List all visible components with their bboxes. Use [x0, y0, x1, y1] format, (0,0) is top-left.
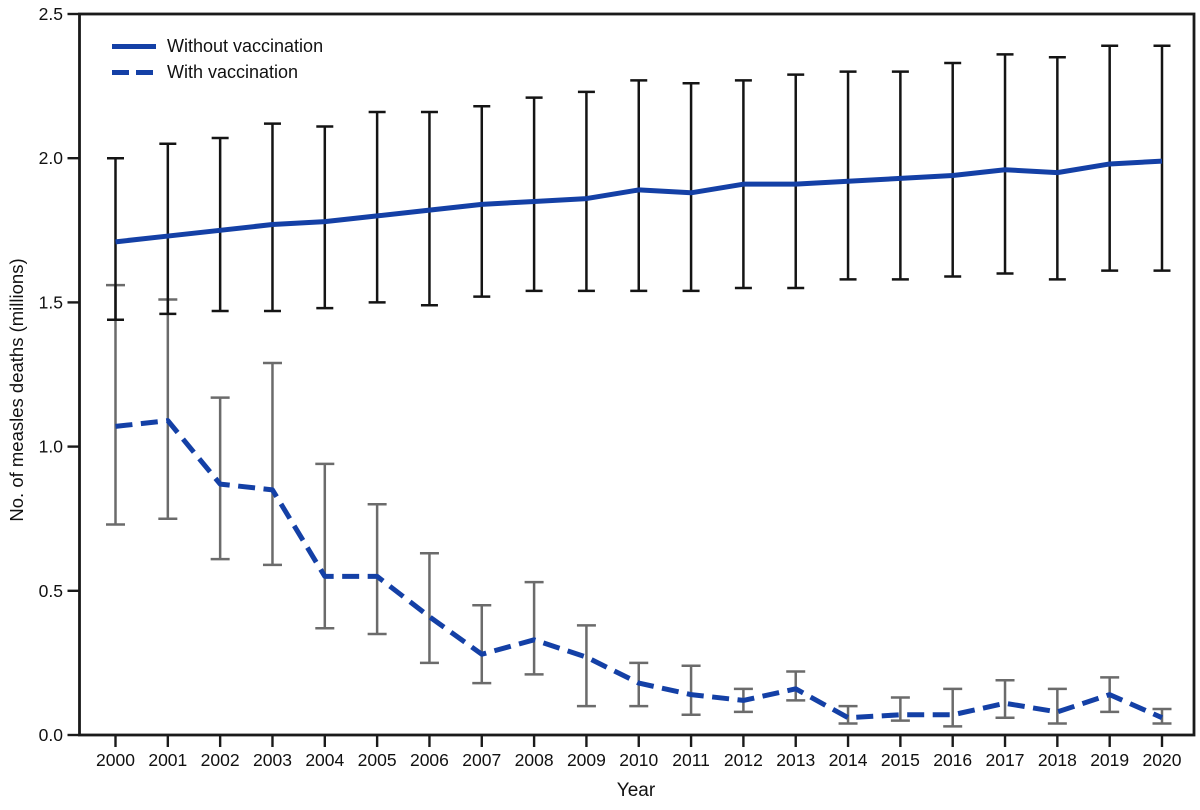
y-tick-label: 2.0 [39, 148, 64, 168]
x-tick-label: 2013 [776, 750, 815, 770]
y-tick-label: 0.0 [39, 725, 64, 745]
dashed-line-swatch [112, 69, 156, 75]
x-tick-label: 2016 [933, 750, 972, 770]
x-tick-label: 2005 [358, 750, 397, 770]
y-tick-label: 2.5 [39, 4, 63, 24]
legend-item-with-vaccination: With vaccination [112, 62, 323, 82]
y-tick-label: 0.5 [39, 581, 63, 601]
y-tick-label: 1.0 [39, 437, 64, 457]
x-tick-label: 2007 [462, 750, 501, 770]
x-axis-title: Year [616, 780, 656, 801]
with-vaccination-line [115, 418, 1164, 721]
y-tick-label: 1.5 [39, 292, 63, 312]
x-tick-label: 2015 [881, 750, 920, 770]
legend-item-without-vaccination: Without vaccination [112, 36, 323, 56]
x-tick-label: 2010 [619, 750, 658, 770]
x-tick-label: 2017 [986, 750, 1025, 770]
without-vaccination-line [115, 158, 1163, 245]
x-tick-label: 2000 [96, 750, 135, 770]
x-tick-label: 2009 [567, 750, 606, 770]
x-tick-label: 2014 [829, 750, 868, 770]
x-tick-label: 2011 [672, 750, 710, 770]
x-tick-label: 2004 [305, 750, 344, 770]
x-tick-label: 2008 [515, 750, 554, 770]
solid-line-swatch [112, 43, 156, 49]
legend: Without vaccination With vaccination [112, 36, 323, 82]
x-tick-label: 2018 [1038, 750, 1077, 770]
legend-label-without-vaccination: Without vaccination [167, 36, 324, 56]
legend-label-with-vaccination: With vaccination [167, 62, 299, 82]
plot-frame [78, 12, 1196, 737]
x-tick-label: 2003 [253, 750, 292, 770]
x-tick-label: 2020 [1143, 750, 1182, 770]
x-tick-label: 2002 [201, 750, 240, 770]
x-tick-label: 2001 [148, 750, 187, 770]
x-tick-label: 2006 [410, 750, 449, 770]
x-tick-label: 2019 [1090, 750, 1129, 770]
y-axis-title: No. of measles deaths (millions) [6, 258, 27, 522]
x-tick-label: 2012 [724, 750, 763, 770]
